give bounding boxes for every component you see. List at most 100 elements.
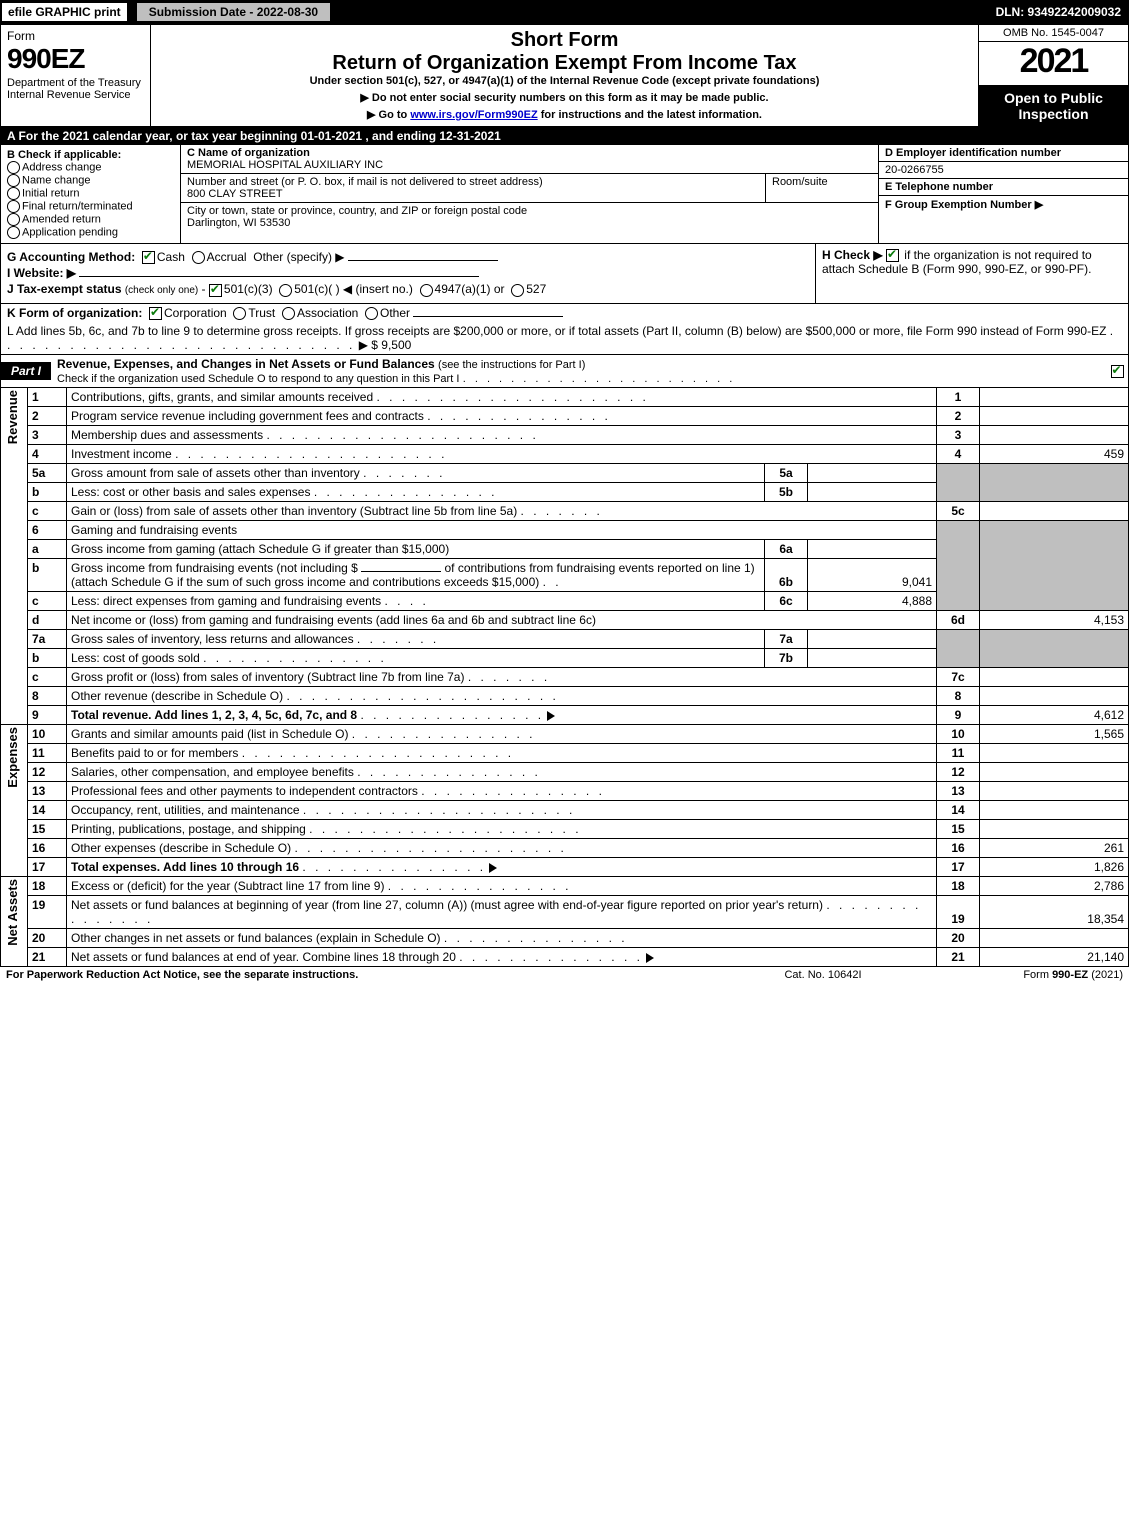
line-5c-dots: . . . . . . . <box>521 504 603 518</box>
line-16-no: 16 <box>28 838 67 857</box>
part-1-title-container: Revenue, Expenses, and Changes in Net As… <box>51 355 1108 387</box>
checkbox-final-return[interactable] <box>7 200 20 213</box>
line-20-rtno: 20 <box>937 928 980 947</box>
checkbox-other-org[interactable] <box>365 307 378 320</box>
line-7b-subno: 7b <box>765 648 808 667</box>
line-5a-subval <box>808 463 937 482</box>
i-website: I Website: ▶ <box>7 266 809 280</box>
title-return: Return of Organization Exempt From Incom… <box>157 52 972 75</box>
form-number: 990EZ <box>7 43 144 75</box>
line-13-desc: Professional fees and other payments to … <box>71 784 418 798</box>
line-7a-desc: Gross sales of inventory, less returns a… <box>71 632 354 646</box>
line-14-rtno: 14 <box>937 800 980 819</box>
line-9-row: 9 Total revenue. Add lines 1, 2, 3, 4, 5… <box>1 705 1129 724</box>
instruction-2: ▶ Go to www.irs.gov/Form990EZ for instru… <box>157 108 972 121</box>
label-corporation: Corporation <box>164 306 227 320</box>
line-14-value <box>980 800 1129 819</box>
checkbox-h[interactable] <box>886 249 899 262</box>
footer-catno: Cat. No. 10642I <box>723 969 923 981</box>
checkbox-part1-schedule-o[interactable] <box>1111 365 1124 378</box>
line-7a-row: 7a Gross sales of inventory, less return… <box>1 629 1129 648</box>
line-19-row: 19 Net assets or fund balances at beginn… <box>1 895 1129 928</box>
checkbox-501c3[interactable] <box>209 284 222 297</box>
checkbox-trust[interactable] <box>233 307 246 320</box>
instr2-suffix: for instructions and the latest informat… <box>538 109 762 121</box>
line-17-rtno: 17 <box>937 857 980 876</box>
line-8-no: 8 <box>28 686 67 705</box>
checkbox-amended-return[interactable] <box>7 213 20 226</box>
irs-link[interactable]: www.irs.gov/Form990EZ <box>410 109 537 121</box>
ghij-left: G Accounting Method: Cash Accrual Other … <box>1 244 815 303</box>
line-1-row: Revenue 1 Contributions, gifts, grants, … <box>1 388 1129 407</box>
block-k: K Form of organization: Corporation Trus… <box>0 304 1129 322</box>
line-10-dots: . . . . . . . . . . . . . . . <box>352 727 536 741</box>
line-7b-desc: Less: cost of goods sold <box>71 651 200 665</box>
city-state-zip: Darlington, WI 53530 <box>187 217 290 229</box>
other-org-input[interactable] <box>413 316 563 317</box>
line-6d-value: 4,153 <box>980 610 1129 629</box>
website-input[interactable] <box>79 276 479 277</box>
arrow-icon-17 <box>489 863 497 873</box>
instruction-1: ▶ Do not enter social security numbers o… <box>157 91 972 104</box>
label-4947: 4947(a)(1) or <box>435 282 505 296</box>
label-accrual: Accrual <box>207 250 247 264</box>
block-c: C Name of organization MEMORIAL HOSPITAL… <box>181 145 878 243</box>
title-short-form: Short Form <box>157 29 972 52</box>
checkbox-527[interactable] <box>511 284 524 297</box>
i-label: I Website: ▶ <box>7 266 76 280</box>
label-name-change: Name change <box>22 174 91 186</box>
checkbox-association[interactable] <box>282 307 295 320</box>
block-e-telephone-label: E Telephone number <box>879 179 1128 196</box>
line-10-no: 10 <box>28 724 67 743</box>
line-9-desc: Total revenue. Add lines 1, 2, 3, 4, 5c,… <box>71 708 357 722</box>
line-2-value <box>980 406 1129 425</box>
part-1-sub-dots: . . . . . . . . . . . . . . . . . . . . … <box>463 373 736 385</box>
checkbox-address-change[interactable] <box>7 161 20 174</box>
line-6d-rtno: 6d <box>937 610 980 629</box>
line-1-dots: . . . . . . . . . . . . . . . . . . . . … <box>376 390 648 404</box>
label-501c: 501(c)( ) ◀ (insert no.) <box>294 282 413 296</box>
line-12-value <box>980 762 1129 781</box>
block-f-group-exemption: F Group Exemption Number ▶ <box>879 196 1128 213</box>
efile-print-button[interactable]: efile GRAPHIC print <box>2 3 127 21</box>
line-5ab-shade-val <box>980 463 1129 501</box>
line-4-dots: . . . . . . . . . . . . . . . . . . . . … <box>175 447 447 461</box>
checkbox-application-pending[interactable] <box>7 226 20 239</box>
line-5c-value <box>980 501 1129 520</box>
line-6b-amount-input[interactable] <box>361 571 441 572</box>
line-6c-no: c <box>28 591 67 610</box>
label-address-change: Address change <box>22 161 102 173</box>
checkbox-corporation[interactable] <box>149 307 162 320</box>
checkbox-initial-return[interactable] <box>7 187 20 200</box>
checkbox-4947[interactable] <box>420 284 433 297</box>
line-7a-dots: . . . . . . . <box>357 632 439 646</box>
checkbox-name-change[interactable] <box>7 174 20 187</box>
checkbox-501c[interactable] <box>279 284 292 297</box>
room-suite-label: Room/suite <box>766 174 878 202</box>
under-section: Under section 501(c), 527, or 4947(a)(1)… <box>157 75 972 87</box>
line-5a-desc: Gross amount from sale of assets other t… <box>71 466 360 480</box>
line-6-desc: Gaming and fundraising events <box>71 523 237 537</box>
checkbox-accrual[interactable] <box>192 251 205 264</box>
arrow-icon-21 <box>646 953 654 963</box>
line-7c-row: c Gross profit or (loss) from sales of i… <box>1 667 1129 686</box>
line-16-dots: . . . . . . . . . . . . . . . . . . . . … <box>294 841 566 855</box>
blocks-ghij: G Accounting Method: Cash Accrual Other … <box>0 244 1129 304</box>
block-c-city-label: City or town, state or province, country… <box>187 205 527 217</box>
checkbox-cash[interactable] <box>142 251 155 264</box>
line-6b-no: b <box>28 558 67 591</box>
line-11-row: 11 Benefits paid to or for members . . .… <box>1 743 1129 762</box>
line-11-dots: . . . . . . . . . . . . . . . . . . . . … <box>242 746 514 760</box>
line-6b-subval: 9,041 <box>808 558 937 591</box>
line-21-row: 21 Net assets or fund balances at end of… <box>1 947 1129 966</box>
label-application-pending: Application pending <box>22 226 118 238</box>
line-6abc-shade-val <box>980 520 1129 610</box>
line-13-dots: . . . . . . . . . . . . . . . <box>421 784 605 798</box>
other-specify-input[interactable] <box>348 260 498 261</box>
arrow-icon <box>547 711 555 721</box>
line-5c-row: c Gain or (loss) from sale of assets oth… <box>1 501 1129 520</box>
block-c-street-label: Number and street (or P. O. box, if mail… <box>187 176 543 188</box>
line-20-desc: Other changes in net assets or fund bala… <box>71 931 441 945</box>
label-cash: Cash <box>157 250 185 264</box>
instr2-prefix: ▶ Go to <box>367 109 410 121</box>
